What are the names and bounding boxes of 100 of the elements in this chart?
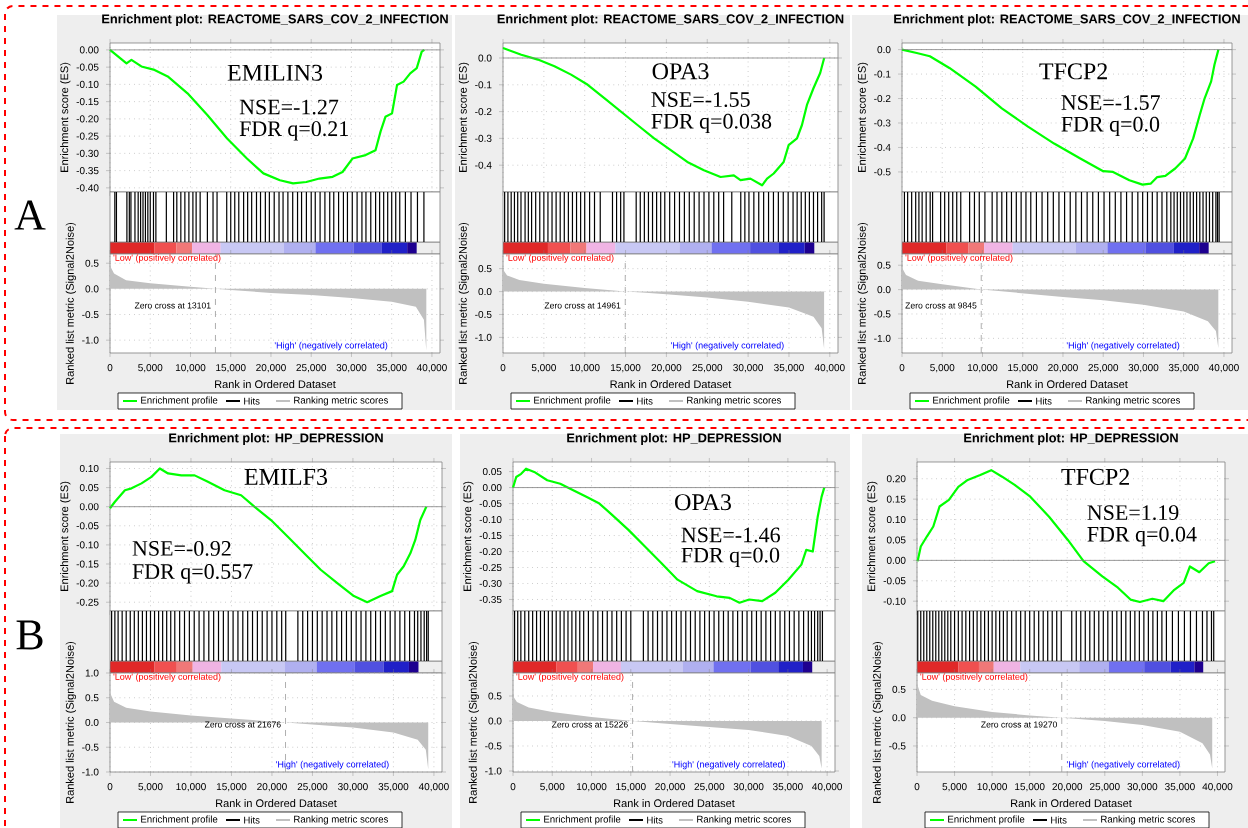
annotation: 'Low' (positively correlated) — [113, 254, 221, 263]
text: A — [14, 200, 46, 230]
y-tick-label: 0.5 — [892, 685, 906, 693]
legend-label: Hits — [637, 397, 653, 405]
x-tick-label: 10,000 — [175, 364, 206, 373]
y-tick-label: -0.5 — [475, 310, 492, 319]
x-tick-label: 40,000 — [1202, 783, 1233, 792]
line-series — [916, 469, 1217, 604]
y-axis-title: Enrichment score (ES) — [60, 62, 71, 172]
chart-title: Enrichment plot: HP_DEPRESSION — [964, 432, 1178, 445]
annotation: NSE=-1.46 — [681, 527, 780, 543]
x-tick-label: 15,000 — [1015, 783, 1045, 792]
x-tick-label: 30,000 — [336, 364, 367, 373]
y-tick-label: -1.0 — [82, 768, 99, 776]
y-tick-label: 0.10 — [79, 464, 99, 473]
y-tick-label: 0.5 — [478, 265, 492, 273]
y-tick-label: -0.4 — [475, 161, 492, 169]
x-tick-label: 10,000 — [176, 783, 206, 792]
annotation: TFCP2 — [1061, 468, 1129, 485]
y-tick-label: -0.30 — [76, 149, 99, 157]
y-tick-label: 0.5 — [488, 692, 502, 700]
y-tick-label: 0.0 — [892, 714, 906, 722]
annotation: 'Low' (positively correlated) — [506, 254, 614, 263]
x-tick-label: 40,000 — [418, 783, 449, 792]
y-tick-label: -0.5 — [874, 310, 891, 318]
annotation: 'High' (negatively correlated) — [671, 341, 784, 351]
x-tick-label: 35,000 — [774, 364, 804, 373]
x-tick-label: 20,000 — [655, 783, 685, 792]
annotation: OPA3 — [675, 494, 731, 511]
x-tick-label: 30,000 — [733, 364, 764, 373]
annotation: FDR q=0.21 — [239, 121, 348, 141]
y-tick-label: -0.35 — [76, 167, 99, 175]
y-tick-label: -0.15 — [479, 531, 502, 540]
y-tick-label: -0.05 — [76, 63, 99, 71]
y-tick-label: -0.05 — [479, 500, 502, 508]
y-axis-title: Ranked list metric (Signal2Noise) — [65, 641, 76, 803]
x-tick-label: 5,000 — [531, 364, 556, 373]
x-axis-title: Rank in Ordered Dataset — [1011, 799, 1132, 808]
text: B — [16, 620, 43, 650]
y-tick-label: -0.10 — [479, 515, 502, 524]
x-tick-label: 30,000 — [338, 783, 368, 792]
annotation: 'High' (negatively correlated) — [1067, 760, 1180, 770]
x-tick-label: 20,000 — [651, 364, 682, 373]
y-tick-label: 0.0 — [488, 717, 502, 725]
legend-label: Ranking metric scores — [697, 815, 792, 825]
x-tick-label: 30,000 — [733, 783, 764, 792]
annotation: OPA3 — [652, 63, 709, 80]
y-tick-label: -0.30 — [479, 579, 502, 588]
y-axis-title: Ranked list metric (Signal2Noise) — [872, 641, 883, 803]
y-tick-label: -0.05 — [883, 577, 906, 585]
x-tick-label: 25,000 — [297, 783, 328, 792]
y-tick-label: -0.25 — [76, 598, 99, 606]
x-tick-label: 15,000 — [216, 783, 247, 792]
legend-label: Hits — [244, 397, 260, 405]
x-tick-label: 35,000 — [378, 783, 409, 792]
y-axis-title: Enrichment score (ES) — [60, 481, 71, 591]
legend-label: Ranking metric scores — [294, 815, 388, 825]
x-tick-label: 20,000 — [256, 364, 286, 373]
y-tick-label: 0.0 — [85, 718, 99, 727]
y-tick-label: -0.4 — [874, 143, 891, 151]
x-tick-label: 15,000 — [1008, 364, 1038, 373]
y-tick-label: 0.00 — [79, 503, 99, 511]
annotation: 'High' (negatively correlated) — [1066, 341, 1180, 351]
y-axis-title: Enrichment score (ES) — [463, 481, 474, 591]
y-tick-label: 0.00 — [886, 556, 906, 564]
x-tick-label: 0 — [107, 364, 113, 372]
annotation: FDR q=0.0 — [681, 547, 780, 567]
ref-line-label: Zero cross at 13101 — [134, 302, 211, 309]
ref-line-label: Zero cross at 14961 — [544, 302, 621, 309]
x-tick-label: 5,000 — [930, 364, 955, 373]
y-axis-title: Ranked list metric (Signal2Noise) — [458, 222, 469, 384]
annotation: 'Low' (positively correlated) — [113, 673, 221, 682]
y-tick-label: -0.20 — [479, 547, 502, 556]
x-tick-label: 20,000 — [1052, 783, 1083, 792]
x-tick-label: 40,000 — [812, 783, 843, 792]
x-tick-label: 10,000 — [977, 783, 1008, 792]
legend-label: Ranking metric scores — [294, 396, 388, 406]
y-tick-label: -0.5 — [82, 310, 99, 319]
x-tick-label: 5,000 — [138, 364, 163, 373]
line-series — [108, 467, 428, 604]
legend-label: Ranking metric scores — [1086, 396, 1180, 406]
y-tick-label: -1.0 — [874, 334, 891, 342]
y-tick-label: -0.2 — [874, 94, 891, 103]
y-tick-label: 0.5 — [877, 261, 891, 269]
y-tick-label: -0.20 — [76, 115, 99, 123]
annotation: 'Low' (positively correlated) — [920, 673, 1028, 682]
y-tick-label: -0.5 — [485, 742, 502, 750]
legend-label: Enrichment profile — [948, 815, 1025, 825]
x-tick-label: 25,000 — [1088, 364, 1119, 373]
legend-label: Hits — [647, 816, 663, 824]
x-tick-label: 0 — [107, 783, 113, 791]
x-tick-label: 10,000 — [967, 364, 998, 373]
ref-line-label: Zero cross at 19270 — [981, 721, 1058, 728]
chart-title: Enrichment plot: HP_DEPRESSION — [567, 432, 781, 445]
x-tick-label: 0 — [510, 783, 516, 791]
annotation: NSE=-1.55 — [651, 92, 750, 108]
annotation: 'High' (negatively correlated) — [276, 760, 389, 770]
y-tick-label: 0.05 — [886, 536, 906, 544]
x-tick-label: 40,000 — [814, 364, 845, 373]
x-axis-title: Rank in Ordered Dataset — [1007, 380, 1128, 389]
